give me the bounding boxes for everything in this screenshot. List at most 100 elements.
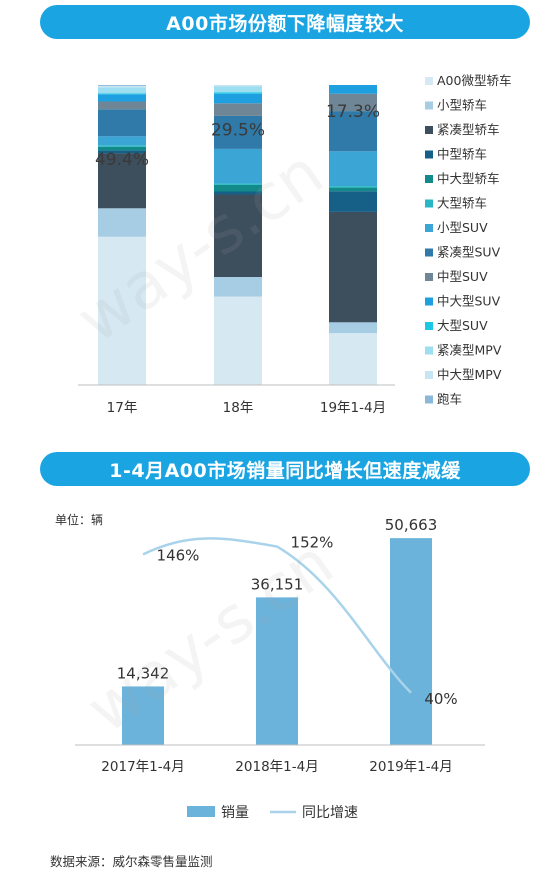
legend-swatch bbox=[425, 224, 433, 232]
bar-segment bbox=[329, 93, 377, 112]
bar-segment bbox=[214, 184, 262, 192]
growth-value-labels: 146% 152% 40% bbox=[157, 534, 458, 708]
legend-label: 跑车 bbox=[437, 392, 462, 407]
x-tick-labels: 17年 18年 19年1-4月 bbox=[107, 400, 386, 416]
bar-segment bbox=[214, 86, 262, 93]
bar-segment bbox=[329, 111, 377, 152]
legend: 销量 同比增速 bbox=[187, 805, 358, 821]
bar-segment bbox=[329, 186, 377, 188]
bar-segment bbox=[214, 93, 262, 104]
sales-growth-chart: 单位：辆 14,342 36,151 50,663 146% 152% 40% 2017… bbox=[55, 512, 485, 821]
legend-label: 中大型轿车 bbox=[437, 171, 500, 186]
legend-label: 紧凑型MPV bbox=[437, 343, 502, 358]
bar-segment bbox=[329, 322, 377, 334]
bar-segment bbox=[98, 146, 146, 151]
bar-segment bbox=[329, 333, 377, 385]
legend-swatch bbox=[425, 273, 433, 281]
legend-swatch bbox=[425, 395, 433, 404]
bar-segment bbox=[329, 211, 377, 323]
x-tick-label: 2017年1-4月 bbox=[101, 759, 184, 775]
legend-label: 中大型SUV bbox=[437, 294, 501, 309]
legend-label: 中型轿车 bbox=[437, 147, 487, 162]
legend-swatch bbox=[425, 346, 433, 355]
section-title-sales: 1-4月A00市场销量同比增长但速度减缓 bbox=[40, 452, 530, 486]
x-tick-label: 18年 bbox=[223, 400, 254, 416]
bar-segment bbox=[98, 236, 146, 385]
x-tick-label: 2019年1-4月 bbox=[369, 759, 452, 775]
sales-bar bbox=[122, 686, 164, 745]
bar-segment bbox=[98, 150, 146, 154]
legend-label: 大型轿车 bbox=[437, 196, 487, 211]
bar-segment bbox=[98, 136, 146, 146]
sales-value-labels: 14,342 36,151 50,663 bbox=[117, 516, 438, 682]
legend-label: 小型SUV bbox=[437, 220, 488, 235]
sales-bar bbox=[390, 538, 432, 745]
bar-segment bbox=[329, 151, 377, 187]
x-tick-label: 2018年1-4月 bbox=[235, 759, 318, 775]
bar-segment bbox=[329, 85, 377, 94]
unit-label: 单位：辆 bbox=[55, 512, 103, 527]
bar-segment bbox=[98, 85, 146, 88]
legend-swatch bbox=[425, 101, 433, 110]
bar-segment bbox=[214, 92, 262, 94]
legend-swatch bbox=[425, 126, 433, 134]
bar-segment bbox=[98, 109, 146, 137]
legend-label: 小型轿车 bbox=[437, 98, 487, 113]
x-tick-label: 19年1-4月 bbox=[320, 400, 386, 416]
sales-bar bbox=[256, 597, 298, 745]
legend-swatch bbox=[425, 199, 433, 208]
bar-segment bbox=[214, 277, 262, 297]
growth-line bbox=[142, 537, 412, 694]
legend-swatch bbox=[425, 322, 433, 330]
bar-segment bbox=[214, 296, 262, 385]
stacked-bars bbox=[98, 85, 377, 385]
bar-segment bbox=[98, 153, 146, 209]
bar-segment bbox=[98, 101, 146, 110]
legend-swatch bbox=[425, 248, 433, 257]
legend-label: A00微型轿车 bbox=[437, 73, 511, 88]
bar-segment bbox=[98, 94, 146, 102]
legend-label: 同比增速 bbox=[302, 805, 358, 821]
sales-value-label: 50,663 bbox=[385, 516, 438, 534]
bar-segment bbox=[214, 115, 262, 149]
bar-segment bbox=[98, 145, 146, 147]
x-tick-label: 17年 bbox=[107, 400, 138, 416]
bar-segment bbox=[214, 148, 262, 184]
legend-label: 销量 bbox=[221, 805, 249, 821]
legend-swatch bbox=[425, 150, 433, 159]
legend-label: 中型SUV bbox=[437, 269, 488, 284]
legend-label: 紧凑型轿车 bbox=[437, 122, 500, 137]
legend-swatch bbox=[425, 371, 433, 379]
bar-segment bbox=[214, 183, 262, 185]
bar-segment bbox=[98, 87, 146, 94]
growth-value-label: 146% bbox=[157, 546, 200, 564]
bar-segment bbox=[214, 85, 262, 87]
legend-swatch bbox=[425, 297, 433, 306]
share-annotations: 49.4% 29.5% 17.3% bbox=[95, 102, 380, 170]
bar-segment bbox=[98, 208, 146, 237]
bar-segment bbox=[329, 191, 377, 212]
legend-label: 大型SUV bbox=[437, 318, 488, 333]
growth-value-label: 152% bbox=[291, 534, 334, 552]
sales-value-label: 14,342 bbox=[117, 664, 170, 682]
share-annotation: 49.4% bbox=[95, 150, 149, 170]
legend-label: 紧凑型SUV bbox=[437, 245, 501, 260]
growth-value-label: 40% bbox=[424, 690, 457, 708]
legend-swatch bbox=[425, 175, 433, 183]
legend-swatch bbox=[425, 77, 433, 85]
section-title-share: A00市场份额下降幅度较大 bbox=[40, 5, 530, 39]
bar-segment bbox=[214, 103, 262, 116]
bar-segment bbox=[98, 93, 146, 95]
data-source: 数据来源：威尔森零售量监测 bbox=[50, 854, 213, 869]
x-tick-labels: 2017年1-4月 2018年1-4月 2019年1-4月 bbox=[101, 759, 452, 775]
bar-segment bbox=[98, 85, 146, 86]
bar-segment bbox=[214, 194, 262, 277]
bar-segment bbox=[214, 191, 262, 195]
share-annotation: 17.3% bbox=[326, 102, 380, 122]
sales-value-label: 36,151 bbox=[251, 575, 304, 593]
legend-swatch-bar bbox=[187, 806, 215, 817]
share-annotation: 29.5% bbox=[211, 120, 265, 140]
sales-bars bbox=[122, 538, 432, 745]
legend-label: 中大型MPV bbox=[437, 367, 502, 382]
